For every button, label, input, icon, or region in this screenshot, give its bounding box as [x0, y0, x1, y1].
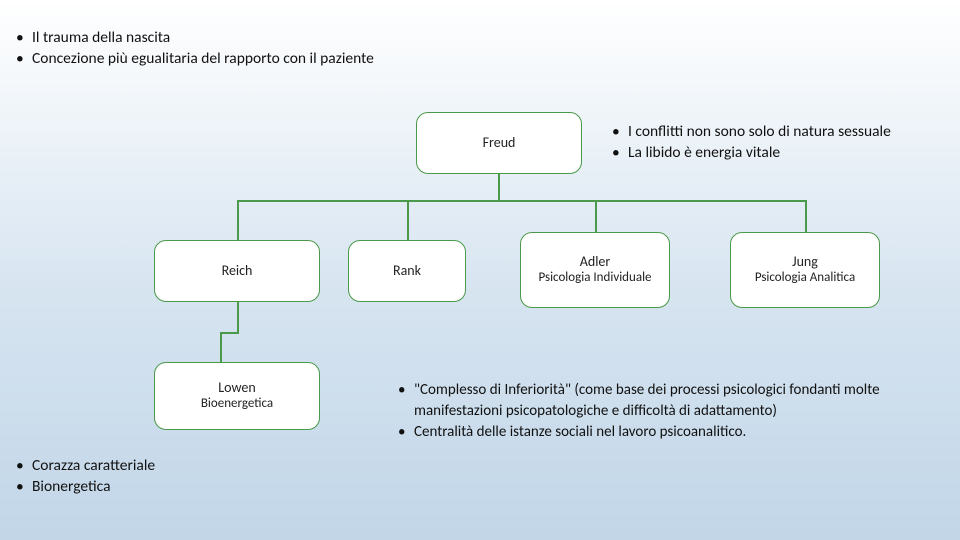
node-jung: Jung Psicologia Analitica [730, 232, 880, 308]
node-adler: Adler Psicologia Individuale [520, 232, 670, 308]
bullet-item: Concezione più egualitaria del rapporto … [14, 49, 374, 70]
connector-line [237, 200, 805, 202]
connector-line [237, 200, 239, 240]
node-lowen: Lowen Bioenergetica [154, 362, 320, 430]
lowen-bullet-list: Corazza caratteriale Bionergetica [14, 456, 155, 498]
node-freud: Freud [416, 112, 582, 174]
node-rank: Rank [348, 240, 466, 302]
connector-line [220, 332, 222, 362]
bullet-item: Bionergetica [14, 477, 155, 498]
connector-line [498, 174, 500, 200]
node-title: Adler [580, 253, 611, 271]
jung-bullet-list: I conflitti non sono solo di natura sess… [610, 122, 891, 164]
connector-line [407, 200, 409, 240]
node-title: Reich [222, 262, 253, 280]
node-subtitle: Psicologia Analitica [755, 270, 855, 287]
bullet-item: "Complesso di Inferiorità" (come base de… [396, 380, 926, 422]
top-bullet-list: Il trauma della nascita Concezione più e… [14, 28, 374, 70]
connector-line [805, 200, 807, 232]
node-subtitle: Psicologia Individuale [538, 270, 651, 287]
bullet-item: I conflitti non sono solo di natura sess… [610, 122, 891, 143]
bullet-item: Il trauma della nascita [14, 28, 374, 49]
bullet-item: La libido è energia vitale [610, 143, 891, 164]
node-reich: Reich [154, 240, 320, 302]
node-title: Rank [393, 262, 421, 280]
node-title: Jung [792, 253, 818, 271]
node-title: Freud [483, 134, 516, 152]
connector-line [237, 302, 239, 332]
slide-content: Il trauma della nascita Concezione più e… [0, 0, 960, 540]
bullet-item: Corazza caratteriale [14, 456, 155, 477]
connector-line [595, 200, 597, 232]
node-subtitle: Bioenergetica [201, 396, 273, 413]
bullet-item: Centralità delle istanze sociali nel lav… [396, 422, 926, 443]
node-title: Lowen [218, 379, 255, 397]
adler-bullet-list: "Complesso di Inferiorità" (come base de… [396, 380, 926, 443]
connector-line [220, 332, 239, 334]
